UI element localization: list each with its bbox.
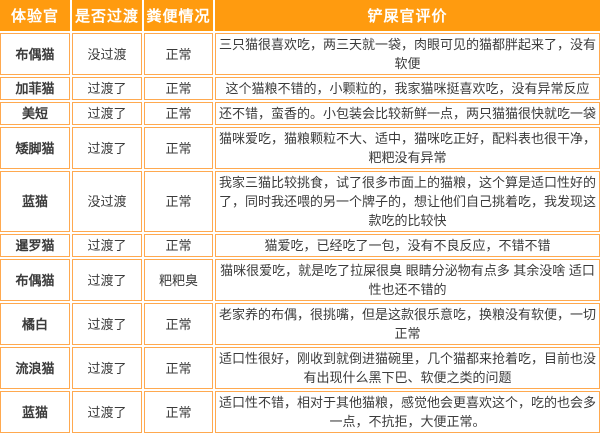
review-cell: 适口性不错，相对于其他猫粮，感觉他会更喜欢这个，吃的也会多一点，不抗拒，大便正常… [215, 391, 600, 433]
cat-name-cell: 美短 [0, 102, 70, 125]
table-row: 蓝猫 过渡了 正常 适口性不错，相对于其他猫粮，感觉他会更喜欢这个，吃的也会多一点，不… [0, 391, 600, 433]
table-body: 布偶猫 没过渡 正常 三只猫很喜欢吃，两三天就一袋，肉眼可见的猫都胖起来了，没有软便加… [0, 33, 600, 433]
transition-cell: 过渡了 [72, 77, 142, 100]
review-cell: 适口性很好，刚收到就倒进猫碗里，几个猫都来抢着吃，目前也没有出现什么黑下巴、软便… [215, 347, 600, 389]
cat-name-cell: 布偶猫 [0, 259, 70, 301]
transition-cell: 过渡了 [72, 347, 142, 389]
table-row: 暹罗猫 过渡了 正常 猫爱吃，已经吃了一包，没有不良反应，不错不错 [0, 234, 600, 257]
transition-cell: 没过渡 [72, 33, 142, 75]
header-stool: 粪便情况 [144, 0, 213, 31]
stool-cell: 正常 [144, 171, 213, 232]
cat-name-cell: 流浪猫 [0, 347, 70, 389]
stool-cell: 正常 [144, 102, 213, 125]
header-row: 体验官 是否过渡 粪便情况 铲屎官评价 [0, 0, 600, 31]
transition-cell: 过渡了 [72, 102, 142, 125]
cat-name-cell: 加菲猫 [0, 77, 70, 100]
stool-cell: 正常 [144, 33, 213, 75]
transition-cell: 过渡了 [72, 127, 142, 169]
review-cell: 猫爱吃，已经吃了一包，没有不良反应，不错不错 [215, 234, 600, 257]
stool-cell: 正常 [144, 303, 213, 345]
cat-name-cell: 布偶猫 [0, 33, 70, 75]
header-experiencer: 体验官 [0, 0, 70, 31]
transition-cell: 过渡了 [72, 234, 142, 257]
review-cell: 猫咪很爱吃，就是吃了拉屎很臭 眼睛分泌物有点多 其余没啥 适口性也还不错的 [215, 259, 600, 301]
stool-cell: 正常 [144, 234, 213, 257]
review-cell: 还不错，蛮香的。小包装会比较新鲜一点，两只猫猫很快就吃一袋 [215, 102, 600, 125]
review-cell: 猫咪爱吃，猫粮颗粒不大、适中，猫咪吃正好，配料表也很干净，粑粑没有异常 [215, 127, 600, 169]
stool-cell: 正常 [144, 77, 213, 100]
review-cell: 我家三猫比较挑食，试了很多市面上的猫粮，这个算是适口性好的了，同时我还喂的另一个… [215, 171, 600, 232]
table-row: 橘白 过渡了 正常 老家养的布偶，很挑嘴，但是这款很乐意吃，换粮没有软便，一切正常 [0, 303, 600, 345]
stool-cell: 正常 [144, 347, 213, 389]
transition-cell: 没过渡 [72, 171, 142, 232]
header-review: 铲屎官评价 [215, 0, 600, 31]
transition-cell: 过渡了 [72, 391, 142, 433]
table-row: 矮脚猫 过渡了 正常 猫咪爱吃，猫粮颗粒不大、适中，猫咪吃正好，配料表也很干净，粑粑没… [0, 127, 600, 169]
header-transition: 是否过渡 [72, 0, 142, 31]
transition-cell: 过渡了 [72, 259, 142, 301]
table-row: 美短 过渡了 正常 还不错，蛮香的。小包装会比较新鲜一点，两只猫猫很快就吃一袋 [0, 102, 600, 125]
cat-name-cell: 橘白 [0, 303, 70, 345]
table-row: 布偶猫 过渡了 粑粑臭 猫咪很爱吃，就是吃了拉屎很臭 眼睛分泌物有点多 其余没啥 适口… [0, 259, 600, 301]
table-header: 体验官 是否过渡 粪便情况 铲屎官评价 [0, 0, 600, 31]
review-cell: 老家养的布偶，很挑嘴，但是这款很乐意吃，换粮没有软便，一切正常 [215, 303, 600, 345]
cat-name-cell: 蓝猫 [0, 171, 70, 232]
stool-cell: 正常 [144, 391, 213, 433]
table-row: 加菲猫 过渡了 正常 这个猫粮不错的，小颗粒的，我家猫咪挺喜欢吃，没有异常反应 [0, 77, 600, 100]
transition-cell: 过渡了 [72, 303, 142, 345]
table-row: 流浪猫 过渡了 正常 适口性很好，刚收到就倒进猫碗里，几个猫都来抢着吃，目前也没有出现… [0, 347, 600, 389]
cat-name-cell: 矮脚猫 [0, 127, 70, 169]
cat-name-cell: 蓝猫 [0, 391, 70, 433]
review-cell: 这个猫粮不错的，小颗粒的，我家猫咪挺喜欢吃，没有异常反应 [215, 77, 600, 100]
stool-cell: 粑粑臭 [144, 259, 213, 301]
stool-cell: 正常 [144, 127, 213, 169]
cat-name-cell: 暹罗猫 [0, 234, 70, 257]
review-cell: 三只猫很喜欢吃，两三天就一袋，肉眼可见的猫都胖起来了，没有软便 [215, 33, 600, 75]
table-row: 蓝猫 没过渡 正常 我家三猫比较挑食，试了很多市面上的猫粮，这个算是适口性好的了，同时… [0, 171, 600, 232]
table-row: 布偶猫 没过渡 正常 三只猫很喜欢吃，两三天就一袋，肉眼可见的猫都胖起来了，没有软便 [0, 33, 600, 75]
